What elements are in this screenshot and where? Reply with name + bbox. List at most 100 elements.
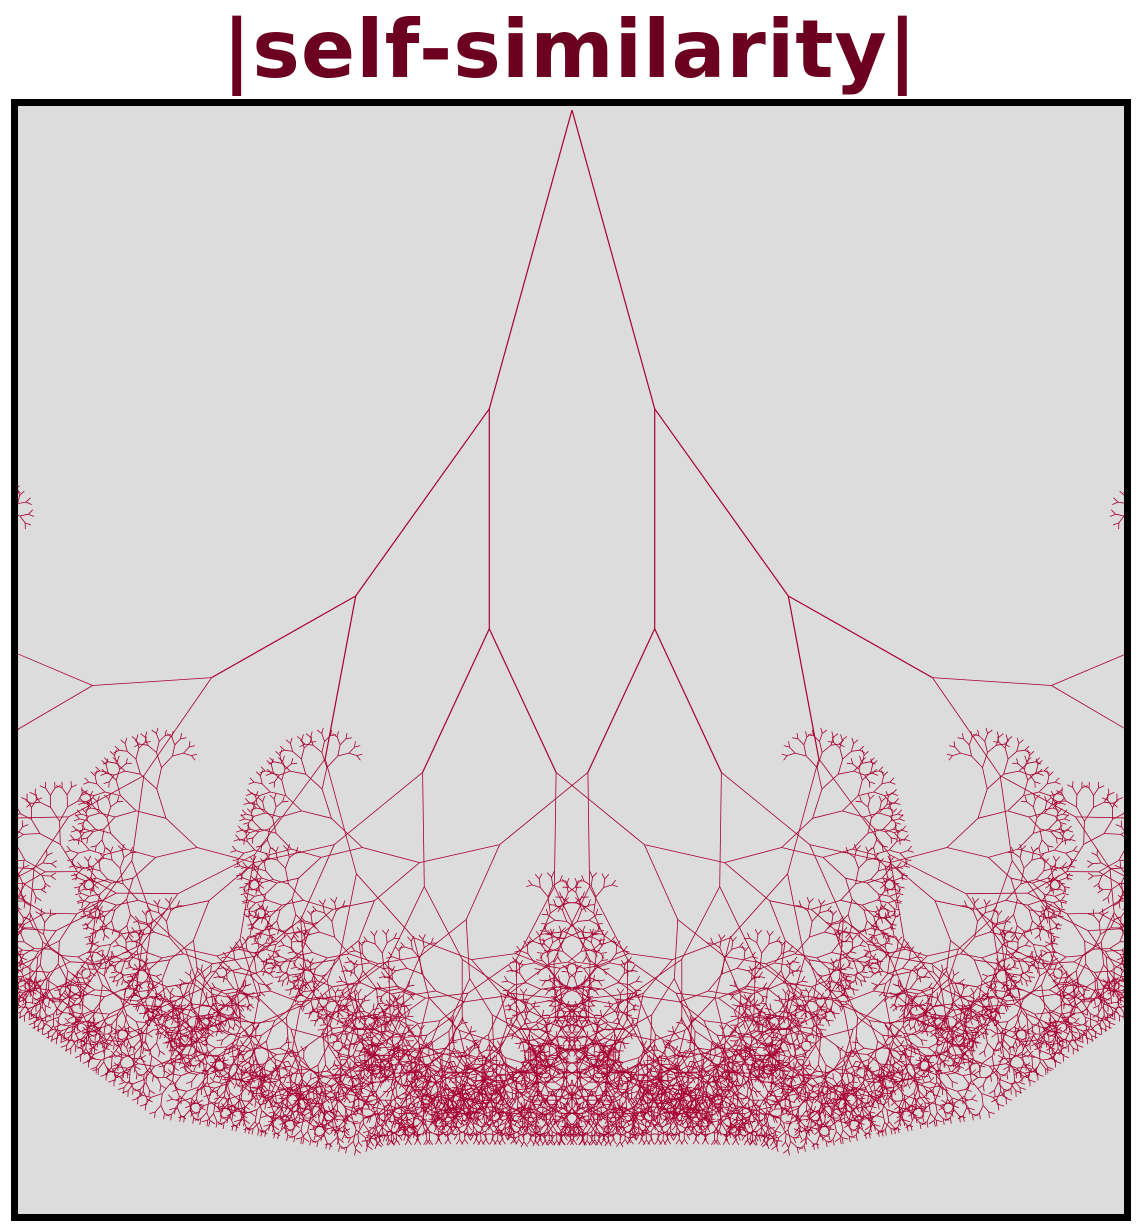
branch-segment bbox=[216, 1121, 223, 1126]
branch-segment bbox=[724, 847, 782, 863]
branch-segment bbox=[830, 743, 840, 746]
branch-segment bbox=[803, 736, 808, 745]
branch-segment bbox=[343, 1030, 361, 1036]
branch-segment bbox=[533, 1058, 537, 1065]
branch-segment bbox=[227, 1092, 231, 1105]
branch-segment bbox=[230, 1124, 238, 1127]
branch-segment bbox=[236, 1118, 244, 1126]
branch-segment bbox=[279, 1118, 285, 1124]
branch-segment bbox=[106, 1069, 109, 1076]
branch-segment bbox=[374, 1142, 378, 1150]
branch-segment bbox=[39, 833, 61, 845]
branch-segment bbox=[69, 997, 76, 1002]
branch-segment bbox=[240, 1108, 243, 1115]
branch-segment bbox=[252, 1122, 260, 1129]
branch-segment bbox=[244, 1119, 251, 1125]
branch-segment bbox=[582, 956, 587, 963]
branch-segment bbox=[226, 1116, 229, 1124]
branch-segment bbox=[842, 736, 848, 741]
branch-segment bbox=[71, 784, 78, 788]
branch-segment bbox=[600, 952, 607, 954]
branch-segment bbox=[246, 1003, 250, 1011]
branch-segment bbox=[69, 1022, 78, 1025]
branch-segment bbox=[367, 1145, 373, 1151]
branch-segment bbox=[166, 1017, 173, 1022]
branch-segment bbox=[309, 1113, 312, 1121]
branch-segment bbox=[590, 977, 592, 987]
branch-segment bbox=[25, 497, 31, 503]
branch-segment bbox=[104, 1042, 106, 1049]
branch-segment bbox=[242, 1119, 246, 1127]
branch-segment bbox=[40, 885, 47, 890]
branch-segment bbox=[135, 1021, 140, 1030]
branch-segment bbox=[201, 1119, 208, 1123]
branch-segment bbox=[235, 1018, 241, 1024]
branch-segment bbox=[853, 770, 865, 776]
branch-segment bbox=[585, 956, 591, 963]
branch-segment bbox=[57, 1028, 62, 1037]
branch-segment bbox=[271, 1126, 275, 1133]
branch-segment bbox=[364, 1137, 369, 1146]
branch-segment bbox=[274, 949, 281, 953]
branch-segment bbox=[239, 1100, 249, 1102]
branch-segment bbox=[56, 1012, 63, 1016]
branch-segment bbox=[90, 971, 96, 977]
branch-segment bbox=[119, 1068, 131, 1074]
branch-segment bbox=[50, 787, 56, 796]
branch-segment bbox=[182, 1054, 191, 1056]
branch-segment bbox=[284, 1127, 287, 1134]
branch-segment bbox=[467, 1067, 474, 1070]
branch-segment bbox=[79, 990, 83, 998]
branch-segment bbox=[820, 1029, 827, 1031]
branch-segment bbox=[323, 1134, 328, 1143]
branch-segment bbox=[23, 963, 34, 972]
branch-segment bbox=[36, 797, 43, 801]
branch-segment bbox=[585, 990, 590, 996]
branch-segment bbox=[339, 1092, 346, 1095]
branch-segment bbox=[77, 1038, 84, 1043]
branch-segment bbox=[254, 1109, 258, 1122]
branch-segment bbox=[376, 1019, 379, 1026]
branch-segment bbox=[324, 1130, 330, 1136]
branch-segment bbox=[48, 999, 50, 1006]
branch-segment bbox=[262, 970, 266, 977]
branch-segment bbox=[25, 993, 27, 1006]
branch-segment bbox=[240, 1013, 246, 1019]
branch-segment bbox=[218, 1107, 222, 1117]
branch-segment bbox=[208, 1032, 214, 1038]
branch-segment bbox=[299, 1117, 306, 1122]
branch-segment bbox=[309, 1139, 312, 1146]
branch-segment bbox=[313, 1133, 316, 1141]
branch-segment bbox=[201, 998, 208, 1006]
branch-segment bbox=[103, 1046, 110, 1051]
branch-segment bbox=[59, 994, 61, 1001]
branch-segment bbox=[29, 964, 41, 979]
branch-segment bbox=[644, 844, 725, 863]
branch-segment bbox=[461, 1075, 471, 1079]
branch-segment bbox=[174, 1061, 184, 1064]
branch-segment bbox=[339, 873, 357, 958]
branch-segment bbox=[178, 1026, 191, 1032]
branch-segment bbox=[338, 1053, 355, 1058]
branch-segment bbox=[246, 995, 250, 1005]
branch-segment bbox=[361, 1074, 365, 1081]
branch-segment bbox=[246, 1006, 252, 1012]
branch-segment bbox=[489, 1040, 506, 1058]
branch-segment bbox=[45, 787, 51, 796]
branch-segment bbox=[179, 982, 182, 989]
branch-segment bbox=[127, 1065, 134, 1073]
branch-segment bbox=[62, 1012, 71, 1014]
branch-segment bbox=[571, 109, 656, 409]
branch-segment bbox=[19, 964, 31, 971]
branch-segment bbox=[107, 1042, 113, 1047]
branch-segment bbox=[48, 1025, 54, 1033]
branch-segment bbox=[371, 1031, 381, 1035]
branch-segment bbox=[133, 1088, 139, 1092]
branch-segment bbox=[115, 1029, 119, 1039]
branch-segment bbox=[34, 948, 51, 950]
branch-segment bbox=[91, 1047, 93, 1054]
branch-segment bbox=[280, 1105, 285, 1114]
branch-segment bbox=[110, 1050, 116, 1056]
branch-segment bbox=[250, 998, 260, 1042]
branch-segment bbox=[203, 1101, 216, 1106]
